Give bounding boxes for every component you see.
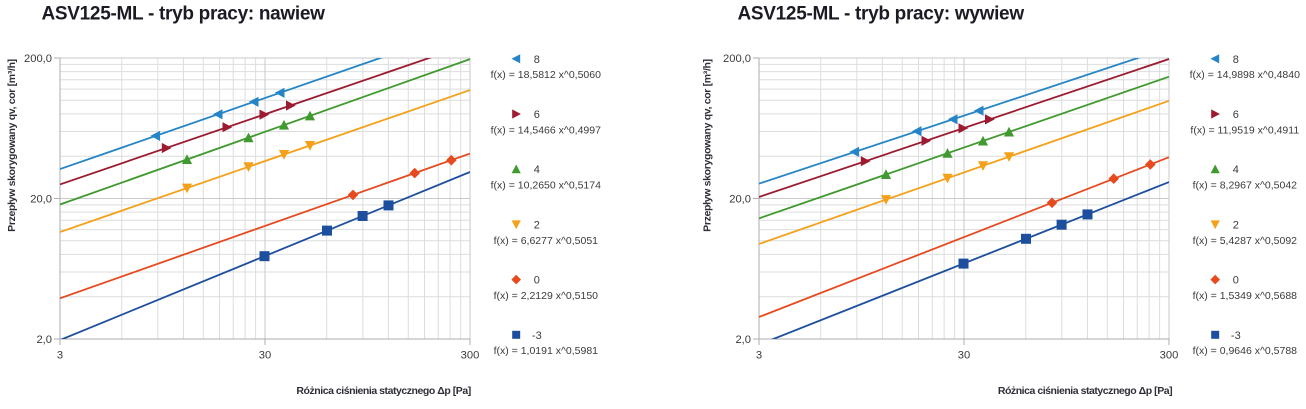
svg-text:f(x) = 6,6277 x^0,5051: f(x) = 6,6277 x^0,5051 (494, 235, 599, 247)
svg-text:f(x) = 14,5466 x^0,4997: f(x) = 14,5466 x^0,4997 (491, 124, 601, 136)
svg-text:-3: -3 (532, 330, 542, 342)
svg-text:ASV125-ML - tryb pracy: nawiew: ASV125-ML - tryb pracy: nawiew (42, 3, 326, 24)
svg-text:f(x) = 2,2129 x^0,5150: f(x) = 2,2129 x^0,5150 (494, 290, 599, 302)
svg-text:f(x) = 18,5812 x^0,5060: f(x) = 18,5812 x^0,5060 (491, 69, 601, 81)
svg-text:300: 300 (1160, 350, 1179, 362)
svg-text:2,0: 2,0 (36, 334, 52, 346)
svg-text:-3: -3 (1231, 330, 1241, 342)
svg-text:20,0: 20,0 (30, 194, 52, 206)
svg-text:4: 4 (534, 164, 540, 176)
svg-text:30: 30 (259, 350, 271, 362)
svg-text:f(x) = 8,2967 x^0,5042: f(x) = 8,2967 x^0,5042 (1193, 180, 1298, 192)
svg-text:200,0: 200,0 (723, 53, 751, 65)
svg-text:30: 30 (958, 350, 970, 362)
svg-text:8: 8 (534, 54, 540, 66)
svg-text:8: 8 (1233, 54, 1239, 66)
svg-text:f(x) = 5,4287 x^0,5092: f(x) = 5,4287 x^0,5092 (1193, 235, 1298, 247)
svg-text:f(x) = 0,9646 x^0,5788: f(x) = 0,9646 x^0,5788 (1193, 345, 1298, 357)
svg-text:300: 300 (461, 350, 480, 362)
svg-text:Przepływ skorygowany qv, cor [: Przepływ skorygowany qv, cor [m³/h] (6, 59, 18, 232)
svg-text:3: 3 (756, 350, 762, 362)
svg-text:f(x) = 10,2650 x^0,5174: f(x) = 10,2650 x^0,5174 (491, 180, 601, 192)
svg-text:3: 3 (57, 350, 63, 362)
svg-text:Różnica ciśnienia statycznego: Różnica ciśnienia statycznego Δp [Pa] (998, 385, 1172, 397)
svg-text:f(x) = 1,0191 x^0,5981: f(x) = 1,0191 x^0,5981 (494, 345, 599, 357)
svg-text:ASV125-ML - tryb pracy: wywiew: ASV125-ML - tryb pracy: wywiew (738, 3, 1025, 24)
svg-text:f(x) = 1,5349 x^0,5688: f(x) = 1,5349 x^0,5688 (1193, 290, 1298, 302)
svg-text:2: 2 (534, 219, 540, 231)
svg-text:6: 6 (1233, 109, 1239, 121)
svg-text:20,0: 20,0 (729, 194, 751, 206)
svg-text:f(x) = 14,9898 x^0,4840: f(x) = 14,9898 x^0,4840 (1190, 69, 1300, 81)
svg-text:0: 0 (1233, 275, 1239, 287)
svg-text:4: 4 (1233, 164, 1239, 176)
svg-text:0: 0 (534, 275, 540, 287)
svg-text:2,0: 2,0 (735, 334, 751, 346)
svg-text:2: 2 (1233, 219, 1239, 231)
svg-text:Różnica ciśnienia statycznego: Różnica ciśnienia statycznego Δp [Pa] (296, 385, 470, 397)
svg-text:f(x) = 11,9519 x^0,4911: f(x) = 11,9519 x^0,4911 (1190, 124, 1299, 136)
svg-text:200,0: 200,0 (24, 53, 52, 65)
svg-text:Przepływ skorygowany qv, cor [: Przepływ skorygowany qv, cor [m³/h] (702, 59, 714, 232)
svg-text:6: 6 (534, 109, 540, 121)
